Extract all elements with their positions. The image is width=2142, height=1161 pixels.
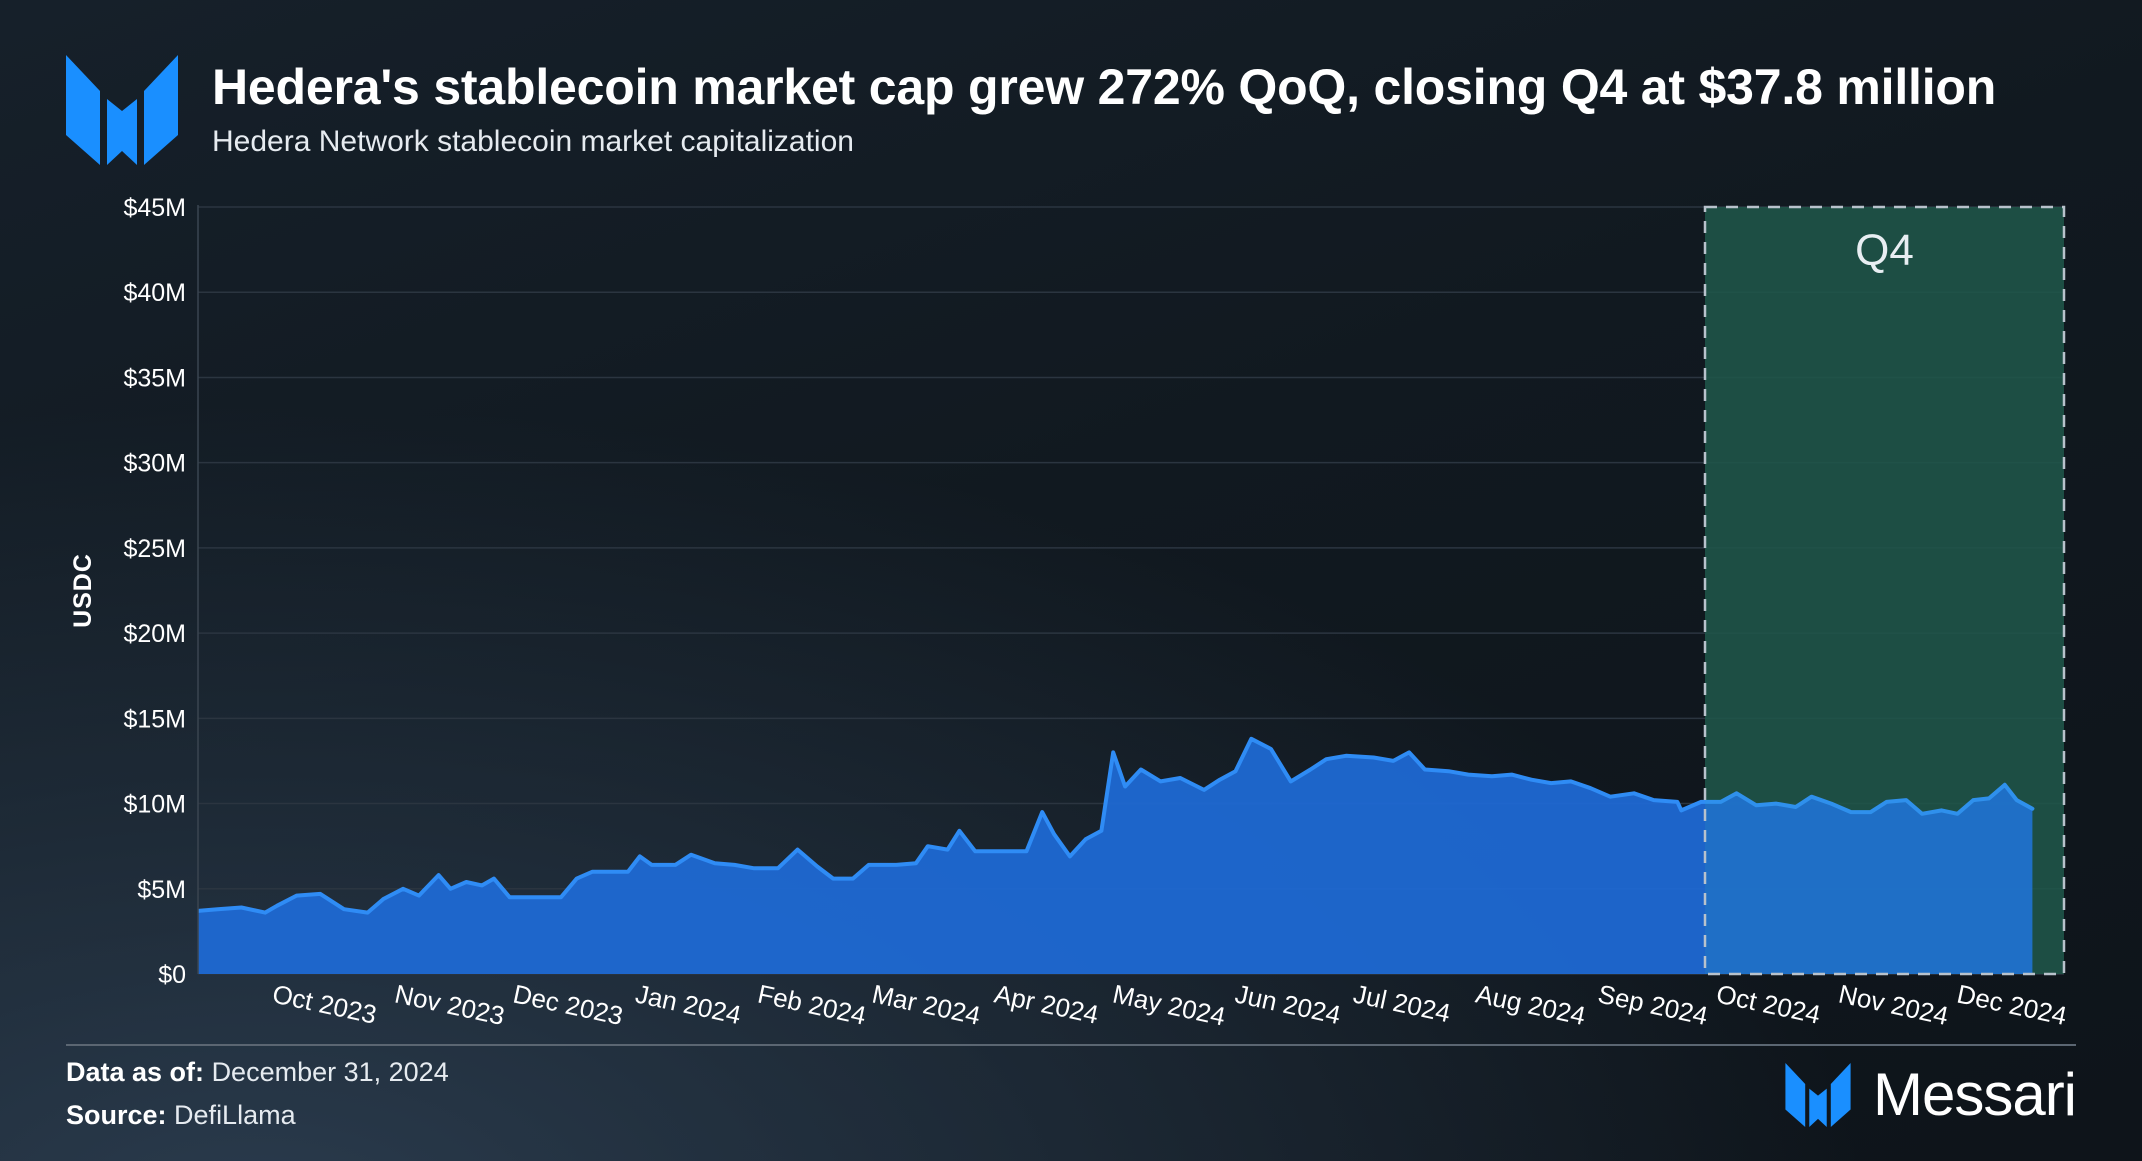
x-tick-label: Nov 2023 [392, 979, 507, 1031]
messari-brand: Messari [1785, 1061, 2077, 1128]
y-axis-label: USDC [69, 553, 97, 628]
x-tick-label: Nov 2024 [1836, 979, 1951, 1031]
y-tick-label: $15M [123, 705, 186, 733]
x-tick-label: Jun 2024 [1232, 979, 1343, 1031]
source-label: Source: [66, 1100, 167, 1130]
x-tick-label: Dec 2024 [1954, 979, 2069, 1031]
y-tick-label: $45M [123, 194, 186, 222]
data-as-of-value: December 31, 2024 [211, 1057, 449, 1087]
y-tick-label: $25M [123, 535, 186, 563]
market-cap-line [198, 736, 2035, 915]
y-tick-label: $20M [123, 620, 186, 648]
messari-logo-icon [66, 55, 178, 165]
y-tick-label: $10M [123, 791, 186, 819]
y-tick-label: $0 [158, 961, 186, 989]
y-tick-label: $35M [123, 364, 186, 392]
q4-label: Q4 [1855, 226, 1914, 275]
x-tick-label: Feb 2024 [755, 979, 869, 1031]
q4-highlight-border [1703, 205, 2066, 976]
data-as-of-label: Data as of: [66, 1057, 205, 1087]
y-tick-label: $40M [123, 279, 186, 307]
y-tick-label: $30M [123, 450, 186, 478]
messari-logo-small-icon [1785, 1063, 1851, 1127]
chart-subtitle: Hedera Network stablecoin market capital… [212, 125, 854, 158]
x-tick-label: Oct 2024 [1714, 979, 1823, 1030]
x-tick-label: May 2024 [1110, 979, 1228, 1032]
x-tick-label: Mar 2024 [870, 979, 984, 1031]
x-tick-label: Jul 2024 [1351, 979, 1453, 1029]
y-axis-ticks: $0 $5M $10M $15M $20M $25M $30M $35M $40M $45M [123, 194, 186, 989]
market-cap-area [198, 738, 2033, 974]
footer-divider [66, 1044, 2076, 1046]
x-tick-label: Oct 2023 [270, 979, 379, 1030]
x-tick-label: Sep 2024 [1595, 979, 1710, 1031]
q4-highlight-overlay [1705, 207, 2064, 974]
brand-name: Messari [1872, 1061, 2077, 1128]
x-tick-label: Aug 2024 [1473, 979, 1588, 1031]
x-tick-label: Jan 2024 [633, 979, 744, 1031]
x-tick-label: Apr 2024 [992, 979, 1101, 1030]
source-note: Source: DefiLlama [66, 1100, 296, 1131]
x-tick-label: Dec 2023 [511, 979, 626, 1031]
y-tick-label: $5M [137, 876, 186, 904]
chart-title: Hedera's stablecoin market cap grew 272%… [212, 59, 1997, 115]
x-axis-ticks: Oct 2023 Nov 2023 Dec 2023 Jan 2024 Feb 2024… [270, 979, 2070, 1032]
source-value: DefiLlama [174, 1100, 296, 1130]
data-as-of-note: Data as of: December 31, 2024 [66, 1057, 449, 1088]
